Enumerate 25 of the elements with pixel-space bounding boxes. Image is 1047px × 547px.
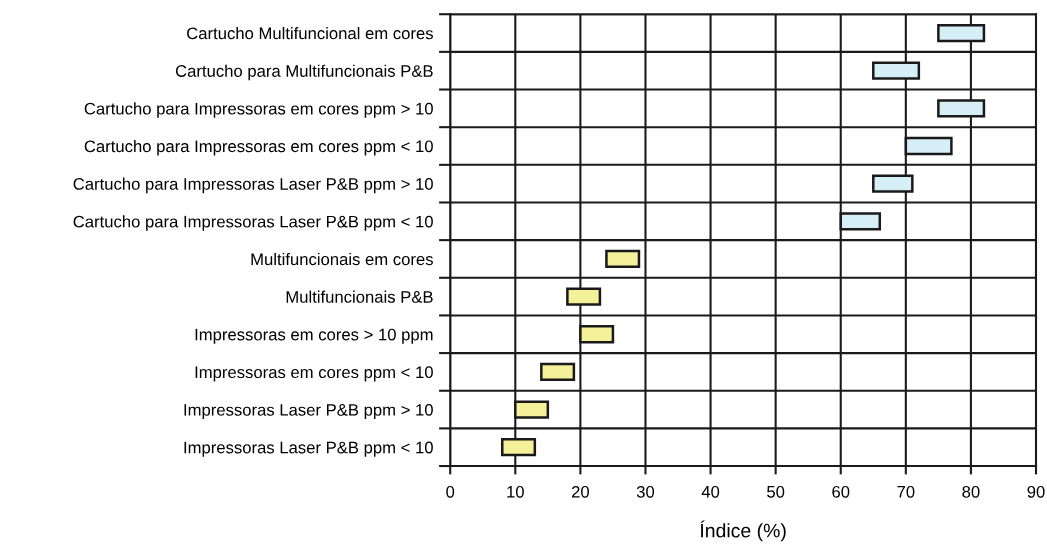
y-tick-label: Cartucho Multifuncional em cores: [187, 27, 433, 40]
y-tick-label: Impressoras em cores ppm < 10: [195, 366, 433, 382]
y-tick-label: Cartucho para Impressoras Laser P&B ppm < 10: [73, 215, 433, 231]
y-tick-label: Cartucho para Multifuncionais P&B: [175, 64, 433, 81]
bar: [605, 249, 641, 269]
y-tick-label: Impressoras Laser P&B ppm > 10: [184, 403, 433, 420]
x-axis-title: Índice (%): [700, 520, 786, 542]
x-tick-label: 90: [1027, 485, 1045, 498]
y-tick-label: Cartucho para Impressoras em cores ppm > 10: [84, 102, 433, 118]
x-tick-label: 30: [636, 485, 655, 498]
x-tick-label: 10: [507, 485, 524, 498]
x-tick-label: 60: [832, 485, 850, 498]
y-tick-label: Impressoras Laser P&B ppm < 10: [184, 441, 433, 457]
x-tick-label: 50: [767, 485, 785, 498]
x-tick-label: 40: [701, 485, 720, 498]
y-tick-label: Cartucho para Impressoras Laser P&B ppm > 10: [73, 177, 433, 194]
x-tick-label: 70: [897, 485, 915, 498]
y-tick-label: Multifuncionais P&B: [286, 290, 433, 303]
y-tick-label: Cartucho para Impressoras em cores ppm < 10: [84, 139, 433, 156]
x-tick-label: 80: [962, 485, 980, 498]
x-tick-label: 20: [571, 485, 590, 498]
y-tick-label: Multifuncionais em cores: [251, 252, 433, 266]
x-tick-label: 0: [446, 485, 455, 498]
bar: [540, 362, 576, 382]
y-tick-label: Impressoras em cores > 10 ppm: [195, 328, 433, 344]
